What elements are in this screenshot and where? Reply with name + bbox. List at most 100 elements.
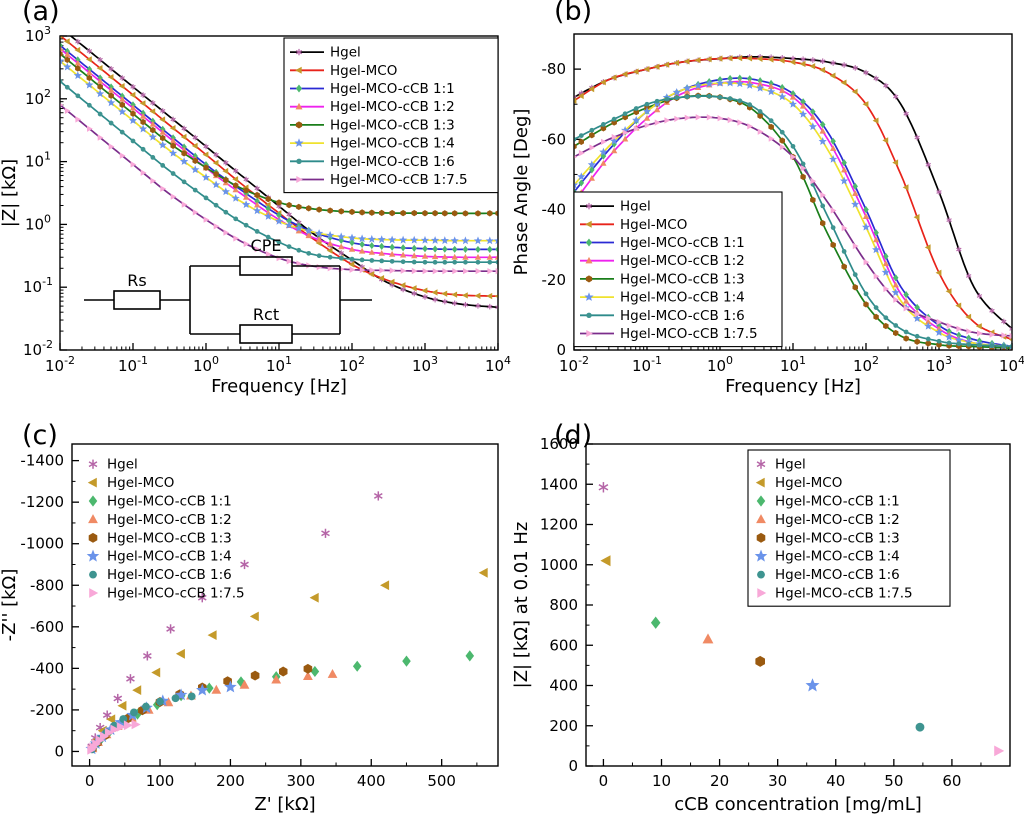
svg-text:Frequency [Hz]: Frequency [Hz] xyxy=(211,376,347,397)
panel-d: (d) 0 10 20 30 40 50 60 0 200 400 600 800 1000 1200 14… xyxy=(512,418,1024,835)
panel-label-d: (d) xyxy=(554,420,593,451)
svg-text:Hgel-MCO-cCB 1:2: Hgel-MCO-cCB 1:2 xyxy=(107,512,232,528)
svg-text:Frequency [Hz]: Frequency [Hz] xyxy=(725,376,861,397)
svg-text:-Z'' [kΩ]: -Z'' [kΩ] xyxy=(0,569,20,642)
svg-text:103: 103 xyxy=(412,354,438,375)
svg-text:Hgel-MCO-cCB 1:6: Hgel-MCO-cCB 1:6 xyxy=(775,567,900,583)
svg-text:cCB concentration [mg/mL]: cCB concentration [mg/mL] xyxy=(674,794,922,815)
panel-label-b: (b) xyxy=(554,0,593,27)
svg-text:100: 100 xyxy=(193,354,219,375)
svg-text:-1400: -1400 xyxy=(20,452,64,470)
svg-text:Hgel-MCO-cCB 1:1: Hgel-MCO-cCB 1:1 xyxy=(107,494,232,510)
svg-text:104: 104 xyxy=(999,354,1024,375)
svg-text:10-2: 10-2 xyxy=(45,354,75,375)
svg-text:1000: 1000 xyxy=(540,556,578,574)
svg-text:500: 500 xyxy=(427,772,456,790)
svg-text:Phase Angle [Deg]: Phase Angle [Deg] xyxy=(512,109,532,276)
svg-text:20: 20 xyxy=(710,772,729,790)
svg-text:-600: -600 xyxy=(30,618,64,636)
svg-text:Hgel-MCO-cCB 1:7.5: Hgel-MCO-cCB 1:7.5 xyxy=(775,586,913,602)
panel-label-c: (c) xyxy=(22,420,58,451)
svg-text:0: 0 xyxy=(599,772,609,790)
svg-text:300: 300 xyxy=(287,772,316,790)
svg-text:60: 60 xyxy=(942,772,961,790)
svg-text:-20: -20 xyxy=(542,271,567,289)
svg-text:-80: -80 xyxy=(542,60,567,78)
svg-text:-800: -800 xyxy=(30,576,64,594)
svg-text:Hgel-MCO-cCB 1:1: Hgel-MCO-cCB 1:1 xyxy=(775,494,900,510)
svg-text:1400: 1400 xyxy=(540,475,578,493)
svg-text:Hgel-MCO-cCB 1:4: Hgel-MCO-cCB 1:4 xyxy=(330,136,455,152)
svg-text:Hgel-MCO-cCB 1:4: Hgel-MCO-cCB 1:4 xyxy=(107,549,232,565)
svg-text:600: 600 xyxy=(549,636,578,654)
svg-text:|Z| [kΩ] at 0.01 Hz: |Z| [kΩ] at 0.01 Hz xyxy=(512,522,532,689)
svg-text:-60: -60 xyxy=(542,130,567,148)
svg-text:Hgel-MCO-cCB 1:7.5: Hgel-MCO-cCB 1:7.5 xyxy=(620,326,758,342)
svg-text:400: 400 xyxy=(357,772,386,790)
svg-text:-40: -40 xyxy=(542,201,567,219)
svg-text:Hgel-MCO-cCB 1:3: Hgel-MCO-cCB 1:3 xyxy=(620,271,745,287)
panel-b: (b) 10-2 10-1 100 101 102 103 104 -80 -60 -40 -20 0… xyxy=(512,0,1024,418)
svg-text:-400: -400 xyxy=(30,659,64,677)
panel-label-a: (a) xyxy=(22,0,60,27)
svg-text:0: 0 xyxy=(568,757,578,775)
svg-text:Hgel-MCO-cCB 1:4: Hgel-MCO-cCB 1:4 xyxy=(775,549,900,565)
svg-text:-1200: -1200 xyxy=(20,493,64,511)
svg-text:0: 0 xyxy=(556,341,566,359)
svg-text:Hgel-MCO-cCB 1:6: Hgel-MCO-cCB 1:6 xyxy=(107,567,232,583)
svg-text:Hgel: Hgel xyxy=(620,199,651,215)
svg-text:Hgel-MCO: Hgel-MCO xyxy=(775,475,842,491)
svg-text:10: 10 xyxy=(652,772,671,790)
svg-text:Hgel-MCO-cCB 1:4: Hgel-MCO-cCB 1:4 xyxy=(620,290,745,306)
svg-text:102: 102 xyxy=(25,87,51,108)
svg-text:Hgel-MCO: Hgel-MCO xyxy=(330,63,397,79)
panel-c: (c) 0 100 200 300 400 500 0 -200 -400 -600 -800 -10… xyxy=(0,418,512,835)
svg-text:Hgel-MCO-cCB 1:6: Hgel-MCO-cCB 1:6 xyxy=(330,154,455,170)
svg-text:1600: 1600 xyxy=(540,435,578,453)
svg-text:400: 400 xyxy=(549,677,578,695)
svg-text:Hgel-MCO-cCB 1:1: Hgel-MCO-cCB 1:1 xyxy=(620,235,745,251)
svg-text:Rs: Rs xyxy=(127,271,146,290)
svg-text:Hgel-MCO-cCB 1:2: Hgel-MCO-cCB 1:2 xyxy=(775,512,900,528)
svg-text:Hgel-MCO-cCB 1:3: Hgel-MCO-cCB 1:3 xyxy=(107,530,232,546)
svg-text:10-2: 10-2 xyxy=(559,354,589,375)
svg-text:Hgel: Hgel xyxy=(107,457,138,473)
svg-text:Z' [kΩ]: Z' [kΩ] xyxy=(254,794,315,815)
svg-text:Hgel-MCO-cCB 1:3: Hgel-MCO-cCB 1:3 xyxy=(775,530,900,546)
svg-text:Rct: Rct xyxy=(253,305,279,324)
svg-text:100: 100 xyxy=(707,354,733,375)
svg-text:0: 0 xyxy=(54,742,64,760)
svg-text:200: 200 xyxy=(216,772,245,790)
svg-text:|Z| [kΩ]: |Z| [kΩ] xyxy=(0,159,20,227)
svg-text:200: 200 xyxy=(549,717,578,735)
svg-text:10-1: 10-1 xyxy=(632,354,662,375)
svg-text:100: 100 xyxy=(25,212,51,233)
svg-text:101: 101 xyxy=(266,354,292,375)
svg-text:Hgel-MCO-cCB 1:7.5: Hgel-MCO-cCB 1:7.5 xyxy=(330,172,468,188)
svg-text:Hgel-MCO-cCB 1:6: Hgel-MCO-cCB 1:6 xyxy=(620,308,745,324)
svg-text:Hgel-MCO: Hgel-MCO xyxy=(620,217,687,233)
svg-text:Hgel-MCO-cCB 1:7.5: Hgel-MCO-cCB 1:7.5 xyxy=(107,586,245,602)
svg-text:Hgel-MCO-cCB 1:1: Hgel-MCO-cCB 1:1 xyxy=(330,81,455,97)
svg-text:-200: -200 xyxy=(30,701,64,719)
svg-text:1200: 1200 xyxy=(540,516,578,534)
svg-text:0: 0 xyxy=(85,772,95,790)
svg-text:104: 104 xyxy=(485,354,511,375)
svg-text:10-1: 10-1 xyxy=(118,354,148,375)
svg-text:Hgel: Hgel xyxy=(775,457,806,473)
svg-text:Hgel: Hgel xyxy=(330,45,361,61)
panel-a: (a) 10-2 10-1 100 101 102 103 104 10-2 10-1 100 10… xyxy=(0,0,512,418)
svg-text:Hgel-MCO: Hgel-MCO xyxy=(107,475,174,491)
svg-text:-1000: -1000 xyxy=(20,535,64,553)
svg-text:Hgel-MCO-cCB 1:2: Hgel-MCO-cCB 1:2 xyxy=(330,99,455,115)
svg-text:40: 40 xyxy=(826,772,845,790)
svg-text:102: 102 xyxy=(853,354,879,375)
nyquist-chart: 0 100 200 300 400 500 0 -200 -400 -600 -800 -1000 -1… xyxy=(0,443,499,815)
svg-text:103: 103 xyxy=(25,24,51,45)
svg-text:50: 50 xyxy=(884,772,903,790)
svg-text:101: 101 xyxy=(25,150,51,171)
svg-text:10-2: 10-2 xyxy=(23,338,53,359)
svg-text:102: 102 xyxy=(339,354,365,375)
svg-text:100: 100 xyxy=(146,772,175,790)
